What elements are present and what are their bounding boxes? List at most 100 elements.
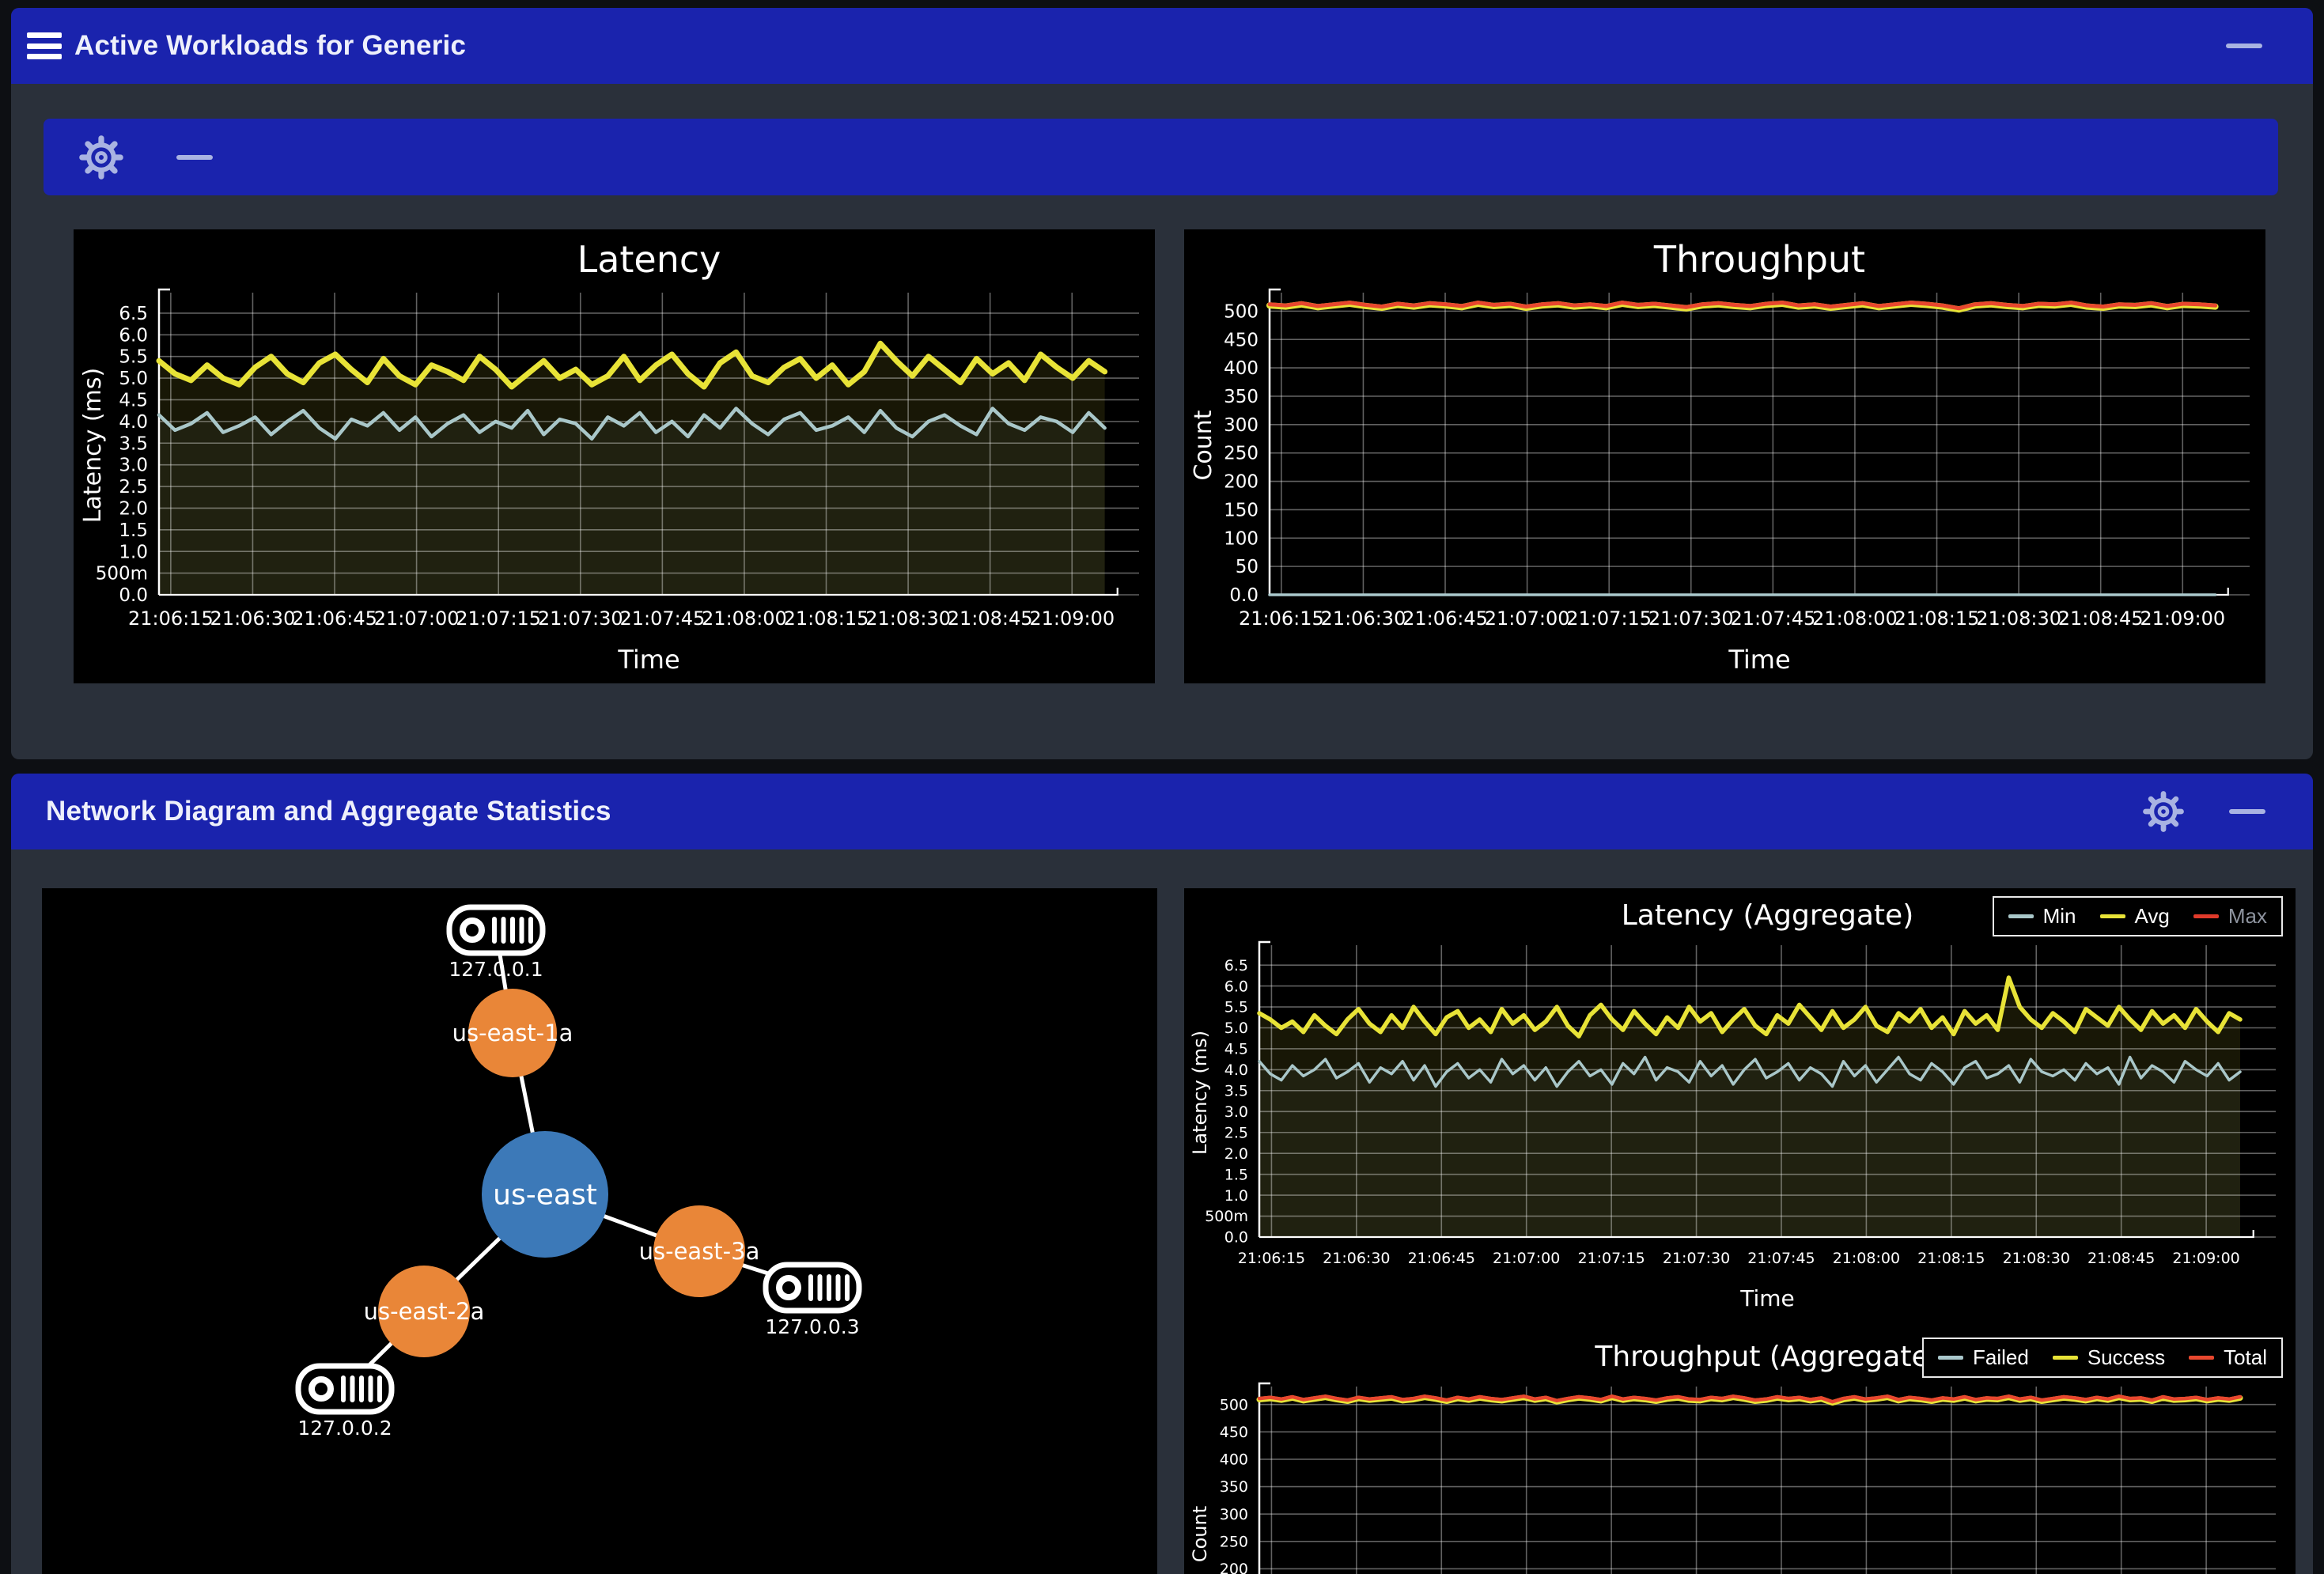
minimize-button-2[interactable] <box>2220 784 2275 839</box>
latency-chart: 0.0 500m 1.0 1.5 2.0 2.5 3.0 3.5 4.0 4.5 5.0 5.5 6.0… <box>74 229 1155 683</box>
svg-text:500: 500 <box>1220 1396 1248 1413</box>
svg-text:21:09:00: 21:09:00 <box>2172 1250 2239 1267</box>
svg-text:21:07:00: 21:07:00 <box>374 607 460 630</box>
svg-text:21:07:45: 21:07:45 <box>1730 607 1815 630</box>
svg-text:21:07:00: 21:07:00 <box>1493 1250 1560 1267</box>
svg-text:21:07:45: 21:07:45 <box>619 607 705 630</box>
svg-text:21:06:15: 21:06:15 <box>1239 607 1324 630</box>
svg-text:0.0: 0.0 <box>1224 1229 1248 1247</box>
svg-text:21:07:30: 21:07:30 <box>1663 1250 1730 1267</box>
throughput_agg-legend: Failed Success Total <box>1921 1338 2283 1378</box>
svg-text:21:07:15: 21:07:15 <box>1566 607 1652 630</box>
svg-text:Count: Count <box>1189 1506 1211 1562</box>
svg-text:1.5: 1.5 <box>119 520 148 541</box>
svg-text:21:08:45: 21:08:45 <box>2087 1250 2155 1267</box>
svg-text:us-east-3a: us-east-3a <box>639 1238 760 1265</box>
svg-text:250: 250 <box>1224 444 1259 464</box>
svg-text:Throughput (Aggregate): Throughput (Aggregate) <box>1594 1341 1940 1373</box>
minimize-button[interactable] <box>2216 18 2272 74</box>
svg-text:200: 200 <box>1220 1561 1248 1574</box>
svg-text:Latency (ms): Latency (ms) <box>1189 1031 1211 1155</box>
settings-button[interactable] <box>74 130 129 185</box>
network-node-us-east-3a[interactable]: us-east-3a <box>639 1205 760 1297</box>
svg-text:21:08:45: 21:08:45 <box>948 607 1033 630</box>
svg-text:21:08:30: 21:08:30 <box>1976 607 2061 630</box>
menu-icon[interactable] <box>27 32 62 59</box>
svg-text:127.0.0.2: 127.0.0.2 <box>297 1417 392 1440</box>
svg-text:2.0: 2.0 <box>119 498 148 519</box>
network-node-us-east-1a[interactable]: us-east-1a <box>452 989 573 1077</box>
svg-text:100: 100 <box>1224 528 1259 549</box>
svg-text:3.5: 3.5 <box>1224 1083 1248 1100</box>
gear-icon <box>79 134 123 180</box>
svg-text:5.0: 5.0 <box>1224 1020 1248 1037</box>
svg-text:21:08:45: 21:08:45 <box>2058 607 2144 630</box>
svg-text:Latency: Latency <box>577 238 721 281</box>
dash-icon <box>2229 809 2265 814</box>
svg-text:127.0.0.1: 127.0.0.1 <box>449 958 543 981</box>
legend-swatch <box>2189 1356 2215 1360</box>
svg-text:300: 300 <box>1224 415 1259 436</box>
svg-text:21:08:15: 21:08:15 <box>1917 1250 1985 1267</box>
svg-text:21:08:30: 21:08:30 <box>2003 1250 2070 1267</box>
svg-text:Time: Time <box>617 645 679 675</box>
legend-swatch <box>2008 914 2034 918</box>
svg-text:21:07:30: 21:07:30 <box>1648 607 1734 630</box>
legend-item-max[interactable]: Max <box>2193 904 2267 929</box>
svg-text:50: 50 <box>1236 557 1259 577</box>
active-workloads-header: Active Workloads for Generic <box>11 8 2313 84</box>
legend-label: Failed <box>1972 1345 2029 1369</box>
throughput-aggregate-chart: 0.05010015020025030035040045050021:06:15… <box>1184 1330 2296 1574</box>
network-aggregate-header: Network Diagram and Aggregate Statistics <box>11 774 2313 849</box>
svg-text:500m: 500m <box>96 564 148 585</box>
legend-item-success[interactable]: Success <box>2052 1345 2165 1370</box>
page-title: Active Workloads for Generic <box>74 30 467 61</box>
minimize-widget-button[interactable] <box>167 130 222 185</box>
svg-text:450: 450 <box>1220 1424 1248 1441</box>
network-node-us-east-2a[interactable]: us-east-2a <box>364 1266 485 1357</box>
throughput-chart: 0.0 50 100 150 200 250 300 350 400 450 500 21:06:15… <box>1184 229 2265 683</box>
latency_agg-legend: Min Avg Max <box>1992 896 2283 936</box>
svg-text:6.0: 6.0 <box>1224 978 1248 995</box>
legend-swatch <box>1937 1356 1963 1360</box>
svg-text:21:07:00: 21:07:00 <box>1485 607 1570 630</box>
svg-text:2.0: 2.0 <box>1224 1145 1248 1163</box>
settings-button-2[interactable] <box>2136 784 2191 839</box>
svg-text:us-east-1a: us-east-1a <box>452 1020 573 1046</box>
active-workloads-panel: Active Workloads for Generic 0.0 500m 1.0 1… <box>11 8 2313 759</box>
svg-text:500m: 500m <box>1205 1208 1248 1225</box>
svg-text:0.0: 0.0 <box>1229 585 1259 606</box>
network-node-us-east[interactable]: us-east <box>482 1131 608 1258</box>
svg-text:500: 500 <box>1224 301 1259 322</box>
svg-text:250: 250 <box>1220 1534 1248 1551</box>
svg-text:200: 200 <box>1224 472 1259 493</box>
svg-text:21:07:15: 21:07:15 <box>1577 1250 1645 1267</box>
legend-label: Total <box>2224 1345 2267 1369</box>
network-diagram: us-east us-east-1a us-east-2a us-east-3a 127… <box>42 888 1157 1574</box>
svg-text:1.5: 1.5 <box>1224 1166 1248 1183</box>
svg-text:us-east-2a: us-east-2a <box>364 1298 485 1325</box>
legend-item-failed[interactable]: Failed <box>1937 1345 2029 1370</box>
svg-text:21:06:45: 21:06:45 <box>1408 1250 1475 1267</box>
server-icon-127.0.0.3: 127.0.0.3 <box>763 1262 862 1338</box>
svg-text:21:06:45: 21:06:45 <box>1402 607 1488 630</box>
svg-text:3.0: 3.0 <box>119 456 148 476</box>
svg-text:1.0: 1.0 <box>1224 1187 1248 1205</box>
legend-item-avg[interactable]: Avg <box>2099 904 2170 929</box>
svg-text:Time: Time <box>1739 1285 1795 1311</box>
legend-item-total[interactable]: Total <box>2189 1345 2267 1370</box>
server-icon-127.0.0.1: 127.0.0.1 <box>446 904 546 981</box>
svg-text:21:07:30: 21:07:30 <box>538 607 623 630</box>
svg-text:2.5: 2.5 <box>119 477 148 498</box>
svg-text:4.5: 4.5 <box>119 391 148 411</box>
svg-text:21:06:15: 21:06:15 <box>1238 1250 1305 1267</box>
svg-text:2.5: 2.5 <box>1224 1124 1248 1141</box>
svg-text:Latency (ms): Latency (ms) <box>79 368 107 523</box>
svg-text:150: 150 <box>1224 500 1259 520</box>
svg-text:1.0: 1.0 <box>119 542 148 562</box>
legend-item-min[interactable]: Min <box>2008 904 2076 929</box>
svg-text:21:08:30: 21:08:30 <box>865 607 951 630</box>
svg-text:5.5: 5.5 <box>1224 999 1248 1016</box>
svg-text:21:09:00: 21:09:00 <box>1029 607 1115 630</box>
